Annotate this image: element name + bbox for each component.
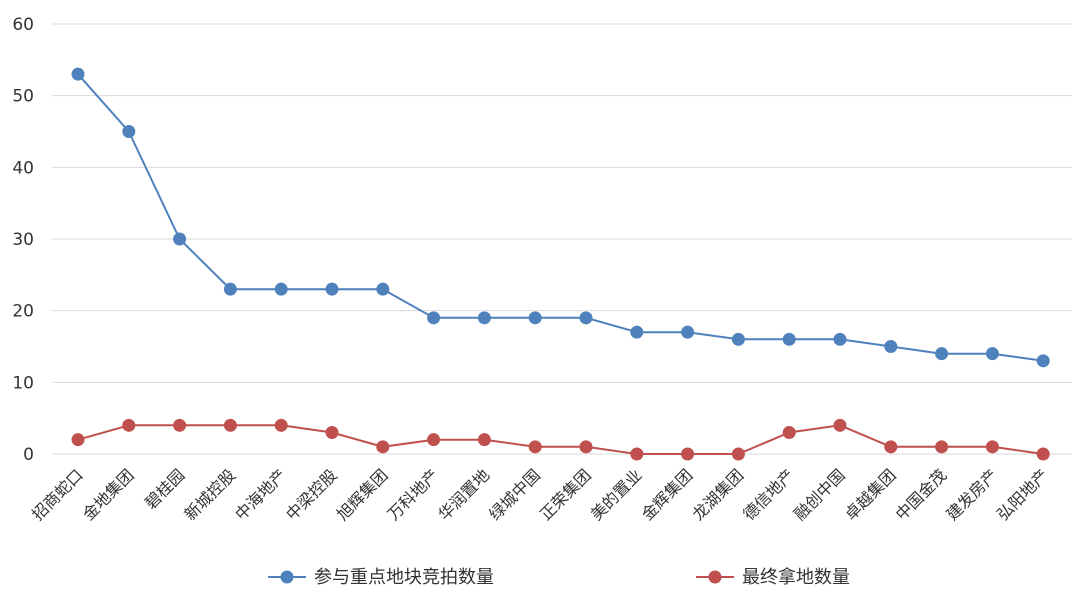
legend-marker-series-1 xyxy=(280,570,294,584)
x-tick-label: 弘阳地产 xyxy=(993,465,1052,524)
x-tick-label: 德信地产 xyxy=(739,465,798,524)
x-tick-label: 卓越集团 xyxy=(841,465,900,524)
y-tick-label: 0 xyxy=(23,445,34,465)
data-point xyxy=(884,340,898,353)
data-point xyxy=(528,440,542,454)
data-point xyxy=(782,332,796,346)
data-point xyxy=(1036,447,1050,461)
data-point xyxy=(173,232,187,246)
data-point xyxy=(274,282,288,296)
data-point xyxy=(935,440,949,454)
data-point xyxy=(71,67,85,81)
legend-item-series-1: 参与重点地块竞拍数量 xyxy=(268,567,494,588)
data-point xyxy=(833,418,847,432)
data-point xyxy=(1036,354,1050,368)
y-tick-label: 40 xyxy=(12,158,34,178)
y-tick-label: 30 xyxy=(12,230,34,250)
x-tick-label: 绿城中国 xyxy=(485,465,544,524)
x-tick-label: 龙湖集团 xyxy=(689,465,748,524)
data-point xyxy=(579,311,593,325)
legend-label-series-2: 最终拿地数量 xyxy=(742,566,850,588)
x-tick-label: 招商蛇口 xyxy=(28,465,87,524)
y-tick-label: 60 xyxy=(12,15,34,35)
y-axis-ticks: 0 10 20 30 40 50 60 xyxy=(12,15,34,465)
x-tick-label: 正荣集团 xyxy=(536,465,595,524)
data-point xyxy=(223,282,237,296)
data-point xyxy=(376,440,390,454)
data-point xyxy=(173,418,187,432)
data-point xyxy=(376,282,390,296)
x-tick-label: 华润置地 xyxy=(435,465,494,524)
x-tick-label: 中梁控股 xyxy=(282,465,341,524)
data-point xyxy=(782,426,796,439)
y-tick-label: 10 xyxy=(12,373,34,393)
x-tick-label: 旭辉集团 xyxy=(333,465,392,524)
data-point xyxy=(985,347,999,361)
data-point xyxy=(427,311,441,325)
data-point xyxy=(477,433,491,447)
data-point xyxy=(274,418,288,432)
data-point xyxy=(325,426,339,439)
series-line xyxy=(77,73,1044,362)
data-point xyxy=(884,440,898,454)
data-point xyxy=(681,447,695,461)
x-tick-label: 中海地产 xyxy=(231,465,290,524)
legend-item-series-2: 最终拿地数量 xyxy=(696,566,850,588)
data-point xyxy=(985,440,999,454)
data-point xyxy=(630,325,644,339)
y-tick-label: 20 xyxy=(12,302,34,322)
x-tick-label: 新城控股 xyxy=(181,465,240,524)
x-tick-label: 美的置业 xyxy=(587,465,646,524)
data-point xyxy=(427,433,441,447)
x-tick-label: 万科地产 xyxy=(384,465,443,524)
data-point xyxy=(122,418,136,432)
series-2 xyxy=(71,418,1050,461)
data-point xyxy=(681,325,695,339)
series-1 xyxy=(71,67,1050,368)
data-point xyxy=(223,418,237,432)
x-tick-label: 建发房产 xyxy=(943,465,1002,524)
legend-marker-series-2 xyxy=(708,570,722,584)
legend: 参与重点地块竞拍数量 最终拿地数量 xyxy=(268,566,850,588)
series xyxy=(71,67,1050,461)
y-tick-label: 50 xyxy=(12,87,34,107)
data-point xyxy=(630,447,644,461)
gridlines xyxy=(52,23,1072,455)
data-point xyxy=(71,433,85,447)
data-point xyxy=(122,125,136,138)
x-tick-label: 中国金茂 xyxy=(892,465,951,524)
data-point xyxy=(579,440,593,454)
data-point xyxy=(731,447,745,461)
data-point xyxy=(528,311,542,325)
data-point xyxy=(325,282,339,296)
series-line xyxy=(77,424,1044,455)
data-point xyxy=(731,332,745,346)
data-point xyxy=(935,347,949,361)
x-tick-label: 碧桂园 xyxy=(141,465,188,512)
x-tick-label: 融创中国 xyxy=(790,465,849,524)
data-point xyxy=(833,332,847,346)
legend-label-series-1: 参与重点地块竞拍数量 xyxy=(314,567,494,588)
x-tick-label: 金地集团 xyxy=(79,465,138,524)
data-point xyxy=(477,311,491,325)
x-tick-label: 金辉集团 xyxy=(638,465,697,524)
